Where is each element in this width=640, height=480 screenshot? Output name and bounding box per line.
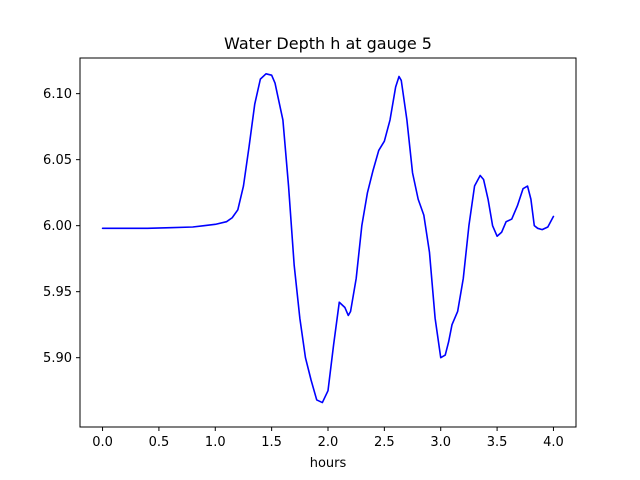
plot-area [101, 73, 555, 404]
y-tick-label: 6.05 [43, 153, 72, 168]
x-tick-label: 0.5 [149, 435, 170, 450]
x-tick-label: 2.0 [318, 435, 339, 450]
x-tick-label: 1.0 [205, 435, 226, 450]
x-axis-label: hours [310, 456, 347, 471]
y-tick-label: 6.10 [43, 87, 72, 102]
x-tick-label: 0.0 [92, 435, 113, 450]
y-axis: 5.90 5.95 6.00 6.05 6.10 [43, 87, 80, 366]
y-tick-label: 6.00 [43, 219, 72, 234]
y-tick-label: 5.95 [43, 285, 72, 300]
x-tick-label: 3.0 [430, 435, 451, 450]
x-axis: 0.0 0.5 1.0 1.5 2.0 2.5 3.0 3.5 4.0 [92, 427, 564, 450]
chart-title: Water Depth h at gauge 5 [224, 34, 432, 53]
x-tick-label: 3.5 [487, 435, 508, 450]
series-line-0 [101, 73, 555, 404]
x-tick-label: 2.5 [374, 435, 395, 450]
x-tick-label: 4.0 [543, 435, 564, 450]
x-tick-label: 1.5 [261, 435, 282, 450]
y-tick-label: 5.90 [43, 351, 72, 366]
